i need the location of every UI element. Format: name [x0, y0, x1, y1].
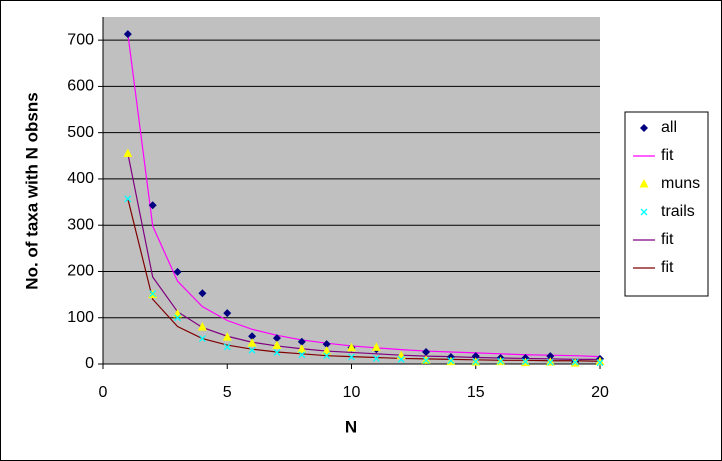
- legend-label: all: [661, 119, 677, 136]
- plot-area: [103, 17, 600, 364]
- data-point: [173, 267, 182, 276]
- legend-box: [624, 111, 709, 297]
- data-point: [124, 195, 132, 203]
- x-tick-label: 15: [467, 384, 485, 401]
- y-tick-label: 200: [67, 263, 94, 280]
- legend-swatch: [639, 179, 649, 188]
- legend-swatch: [640, 208, 648, 216]
- data-point: [546, 358, 554, 366]
- legend-label: trails: [661, 203, 695, 220]
- data-point: [571, 358, 579, 366]
- data-point: [497, 357, 505, 365]
- legend-swatch: [640, 124, 648, 132]
- data-point: [595, 356, 605, 366]
- data-point: [149, 290, 157, 298]
- data-point: [297, 344, 307, 353]
- y-tick-label: 700: [67, 31, 94, 48]
- data-point: [197, 321, 207, 331]
- x-tick-label: 0: [99, 384, 108, 401]
- data-point: [347, 342, 356, 352]
- data-point: [546, 352, 555, 361]
- y-tick-label: 600: [67, 78, 94, 95]
- fit-line: [127, 33, 601, 358]
- data-point: [596, 359, 604, 367]
- data-point: [371, 342, 381, 351]
- data-point: [198, 289, 207, 298]
- data-point: [322, 346, 332, 355]
- data-point: [422, 356, 430, 364]
- data-point: [223, 309, 232, 318]
- y-axis-title: No. of taxa with N obsns: [22, 92, 41, 289]
- data-point: [348, 353, 355, 361]
- data-point: [123, 30, 132, 39]
- x-axis-title: N: [345, 417, 357, 436]
- data-point: [471, 352, 480, 361]
- data-point: [322, 340, 331, 349]
- data-point: [272, 334, 281, 343]
- data-point: [248, 346, 256, 354]
- data-point: [273, 348, 281, 356]
- data-point: [397, 355, 405, 363]
- data-point: [272, 340, 282, 349]
- y-tick-label: 300: [67, 216, 94, 233]
- data-point: [323, 352, 331, 360]
- data-point: [297, 337, 306, 346]
- legend-label: fit: [661, 259, 674, 276]
- data-point: [422, 347, 431, 356]
- legend-label: muns: [661, 175, 700, 192]
- data-point: [248, 332, 257, 341]
- x-tick-label: 10: [343, 384, 361, 401]
- data-point: [447, 357, 455, 365]
- data-point: [247, 338, 257, 347]
- fit-line: [127, 198, 601, 362]
- data-point: [372, 354, 380, 362]
- data-point: [148, 201, 157, 210]
- data-point: [174, 314, 182, 322]
- data-point: [222, 332, 232, 341]
- legend-label: fit: [661, 231, 674, 248]
- y-tick-label: 500: [67, 124, 94, 141]
- data-point: [521, 358, 529, 366]
- fit-line: [127, 153, 600, 360]
- data-point: [223, 343, 231, 351]
- y-tick-label: 100: [67, 309, 94, 326]
- legend-label: fit: [661, 147, 674, 164]
- y-tick-label: 400: [67, 170, 94, 187]
- data-point: [298, 351, 306, 359]
- x-tick-label: 20: [591, 384, 609, 401]
- y-tick-label: 0: [85, 355, 94, 372]
- data-point: [123, 148, 133, 157]
- x-tick-label: 5: [223, 384, 232, 401]
- data-point: [472, 358, 480, 366]
- data-point: [198, 335, 206, 343]
